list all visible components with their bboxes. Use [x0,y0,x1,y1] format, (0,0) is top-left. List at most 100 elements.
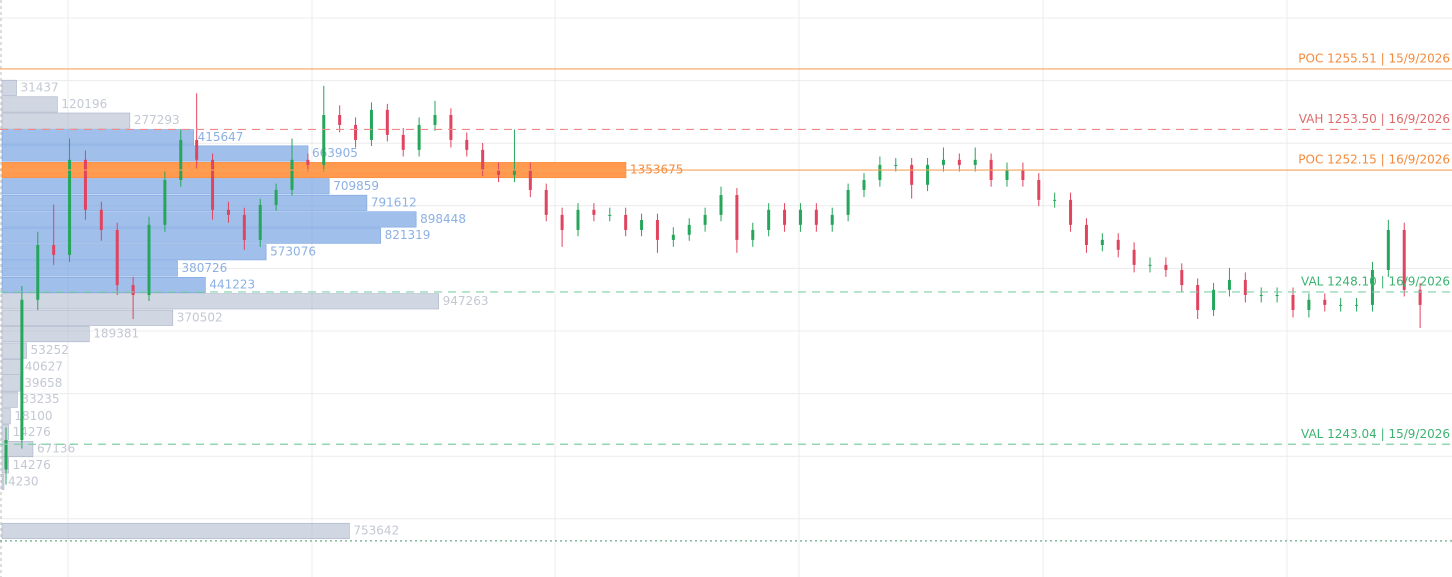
volume-label: 189381 [93,327,139,341]
candle-body [306,159,310,165]
candle-body [211,159,215,210]
volume-label: 14276 [13,458,51,472]
volume-label: 753642 [353,523,399,537]
candle-body [1037,179,1041,200]
candle-body [226,209,230,215]
volume-bar [1,129,194,146]
level-label: VAL 1248.10 | 16/9/2026 [1301,274,1450,288]
volume-bar [1,309,174,326]
candle-body [830,214,834,225]
volume-label: 31437 [20,80,58,94]
candle-body [798,209,802,225]
candle-body [433,114,437,125]
candle-body [528,170,532,190]
candle-body [640,220,644,230]
volume-bar [1,326,90,343]
candle-body [957,159,961,165]
candle-body [99,209,103,230]
candle-body [910,164,914,185]
candle-body [783,209,787,225]
candle-body [417,124,421,150]
candle-body [1402,229,1406,290]
volume-bar [1,522,350,539]
candle-body [878,164,882,180]
volume-label: 947263 [443,294,489,308]
candle-body [1132,249,1136,265]
volume-label: 14276 [13,425,51,439]
volume-bar [1,375,21,392]
volume-label: 40627 [25,359,63,373]
candle-body [941,159,945,165]
candle-body [1212,289,1216,311]
volume-bar [1,194,368,211]
candle-body [1339,304,1343,306]
candle-body [671,234,675,240]
candle-body [1084,224,1088,246]
volume-label: 441223 [209,278,255,292]
candle-body [608,214,612,216]
candle-body [68,159,72,255]
candle-body [1386,229,1390,270]
candle-body [1370,269,1374,305]
volume-bar [1,293,439,310]
volume-label: 821319 [385,228,431,242]
volume-bar [1,358,22,375]
volume-bar [1,79,17,96]
candle-body [1227,279,1231,290]
candle-body [1069,199,1073,225]
candle-body [449,114,453,140]
candle-body [52,245,56,255]
candle-body [354,124,358,140]
volume-bar [1,112,131,129]
candle-body [1005,170,1009,180]
candle-body [719,195,723,215]
candle-body [751,229,755,240]
volume-bar [1,473,5,490]
volume-label: 53252 [31,343,69,357]
volume-label: 67136 [37,442,75,456]
volume-label: 18100 [14,409,52,423]
volume-bar [1,145,309,162]
candle-body [20,299,24,441]
volume-bar [1,96,58,113]
candle-body [1355,304,1359,306]
candle-body [655,220,659,240]
candle-body [385,109,389,135]
candle-body [846,189,850,215]
candle-body [401,134,405,150]
candle-body [1291,294,1295,311]
volume-bar [1,244,267,261]
candle-body [576,209,580,230]
candle-body [1100,239,1104,246]
candle-body [1116,239,1120,250]
volume-bar [1,391,18,408]
volume-label: 898448 [420,212,466,226]
level-label: POC 1252.15 | 16/9/2026 [1298,153,1450,167]
volume-label: 33235 [21,392,59,406]
candle-body [894,164,898,166]
candle-body [322,114,326,165]
volume-label: 120196 [61,97,107,111]
volume-bar [1,260,178,277]
candle-body [369,109,373,140]
candle-body [1164,264,1168,270]
candle-body [687,224,691,235]
candle-body [481,149,485,171]
volume-label: 370502 [177,310,223,324]
volume-label: 415647 [198,130,244,144]
candle-body [1323,299,1327,305]
candle-body [1053,199,1057,201]
level-label: VAH 1253.50 | 16/9/2026 [1299,112,1450,126]
candle-body [1418,289,1422,305]
candle-body [767,209,771,230]
volume-label: 380726 [182,261,228,275]
volume-label: 277293 [134,113,180,127]
candle-body [465,139,469,150]
candle-body [195,139,199,160]
candle-body [592,209,596,215]
candle-body [1307,299,1311,311]
candle-body [814,209,818,225]
candle-body [36,245,40,300]
candle-body [1148,264,1152,266]
